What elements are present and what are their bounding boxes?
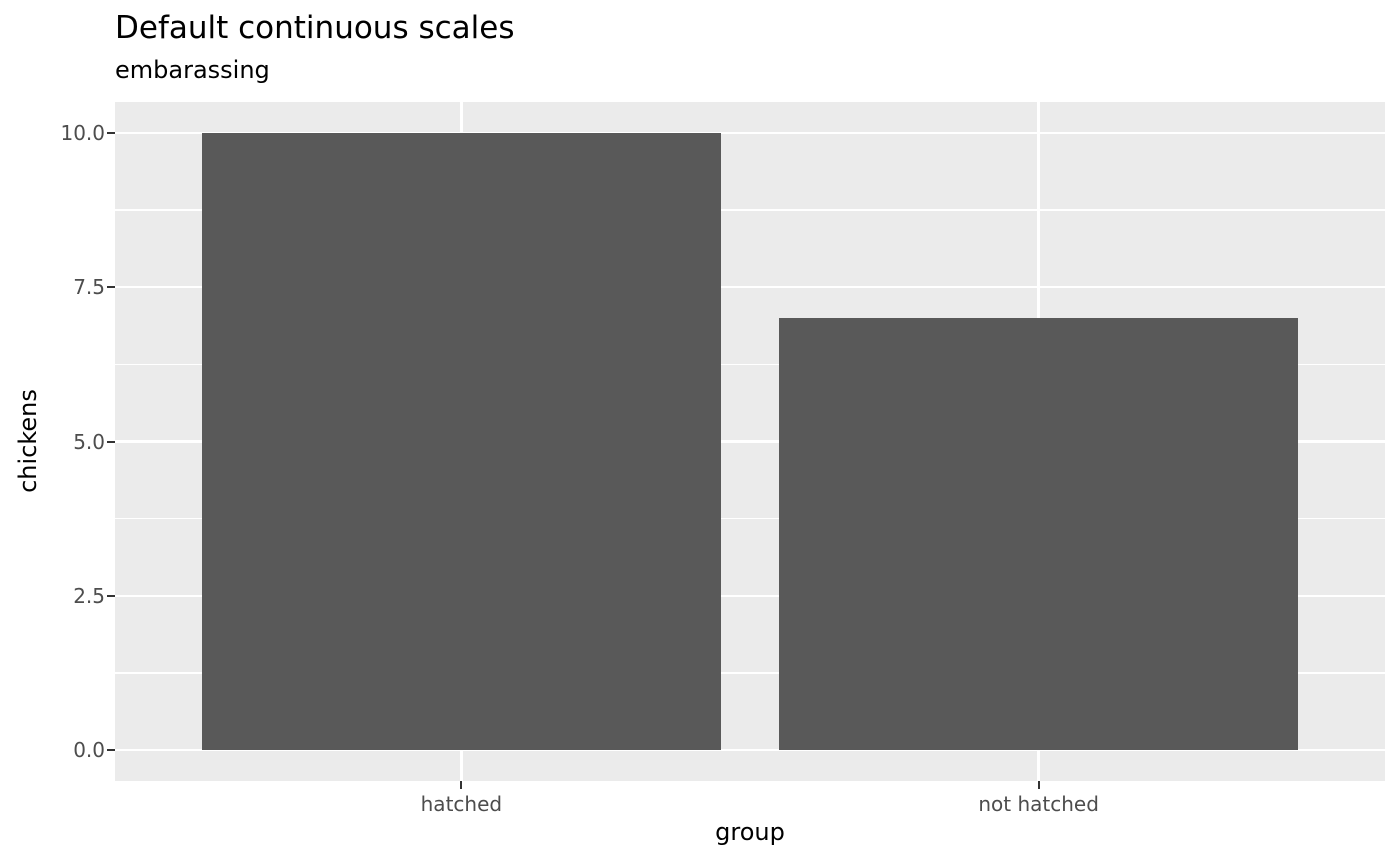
gridline-minor — [115, 209, 1385, 211]
y-tick-label: 5.0 — [73, 429, 105, 454]
y-tick-mark — [107, 286, 115, 289]
y-tick-mark — [107, 440, 115, 443]
y-tick-label: 10.0 — [60, 120, 105, 145]
y-tick-label: 2.5 — [73, 583, 105, 608]
gridline-major — [115, 748, 1385, 752]
plot-panel — [115, 102, 1385, 781]
y-axis-title: chickens — [14, 389, 42, 493]
x-tick-mark — [460, 781, 463, 789]
x-axis-title: group — [715, 818, 785, 846]
y-tick-label: 7.5 — [73, 275, 105, 300]
y-tick-mark — [107, 749, 115, 752]
chart-title: Default continuous scales — [115, 10, 515, 46]
x-tick-label: not hatched — [978, 792, 1099, 816]
gridline-minor — [115, 518, 1385, 520]
gridline-major — [115, 594, 1385, 597]
x-tick-mark — [1037, 781, 1040, 789]
y-tick-label: 0.0 — [73, 738, 105, 763]
y-tick-mark — [107, 131, 115, 134]
bar-not-hatched — [778, 318, 1299, 751]
gridline-major — [115, 131, 1385, 135]
gridline-minor — [115, 672, 1385, 674]
y-tick-mark — [107, 594, 115, 597]
x-tick-label: hatched — [420, 792, 503, 816]
gridline-major — [115, 285, 1385, 289]
chart-subtitle: embarassing — [115, 56, 270, 84]
gridline-minor — [115, 363, 1385, 365]
bar-hatched — [201, 132, 722, 751]
gridline-major — [115, 440, 1385, 443]
